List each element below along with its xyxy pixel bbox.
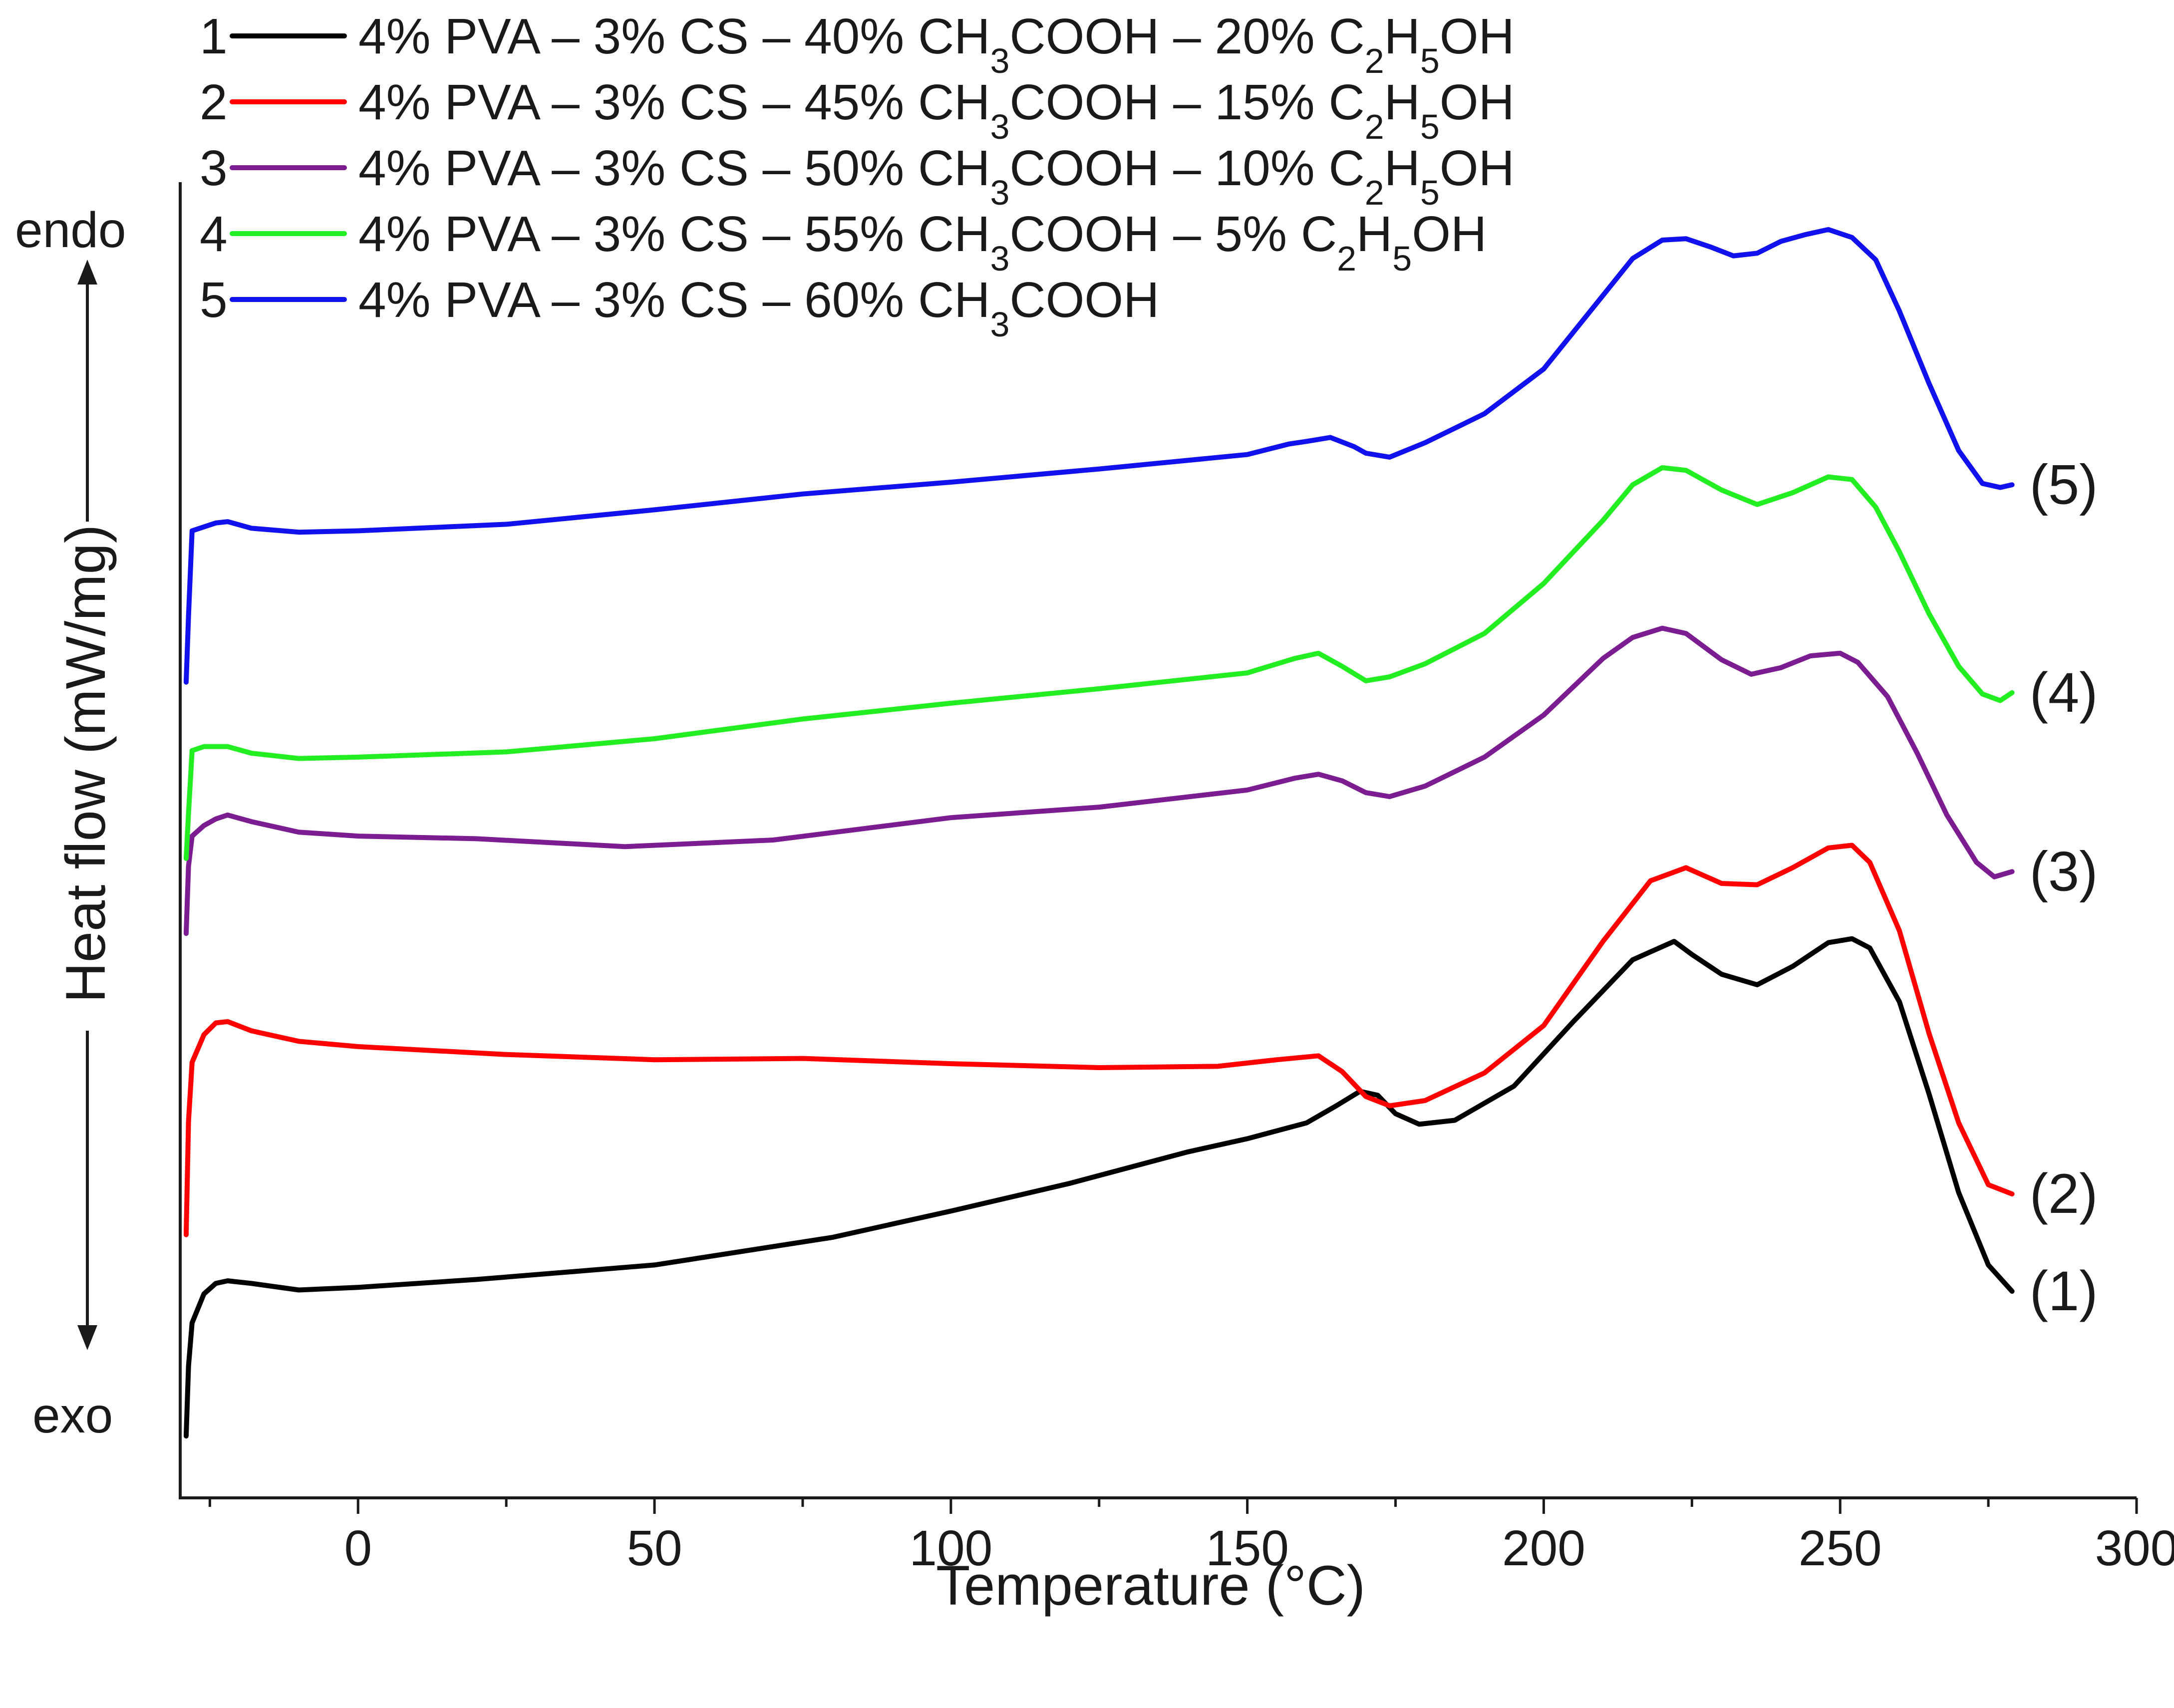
legend-label-2: 4% PVA – 3% CS – 45% CH3COOH – 15% C2H5O… [358, 74, 1515, 146]
curve-label-1: (1) [2030, 1260, 2098, 1322]
x-tick-label: 200 [1502, 1520, 1585, 1576]
legend-label-4: 4% PVA – 3% CS – 55% CH3COOH – 5% C2H5OH [358, 206, 1487, 278]
curve-label-4: (4) [2030, 661, 2098, 724]
x-tick-label: 50 [626, 1520, 682, 1576]
curve-label-5: (5) [2030, 453, 2098, 516]
endo-arrowhead [77, 260, 97, 285]
legend-index-5: 5 [200, 272, 228, 328]
series-line-5 [183, 227, 2015, 685]
x-axis-title: Temperature (°C) [936, 1554, 1365, 1617]
curve-labels: (1) (2) (3) (4) (5) [2030, 453, 2098, 1322]
series-lines [183, 227, 2015, 1439]
endo-label: endo [15, 202, 126, 258]
x-tick-label: 250 [1799, 1520, 1882, 1576]
series-line-3 [183, 625, 2015, 936]
legend-label-1: 4% PVA – 3% CS – 40% CH3COOH – 20% C2H5O… [358, 8, 1515, 80]
exo-arrowhead [77, 1325, 97, 1350]
legend-label-3: 4% PVA – 3% CS – 50% CH3COOH – 10% C2H5O… [358, 140, 1515, 212]
x-tick-label: 0 [344, 1520, 372, 1576]
x-tick-label: 300 [2095, 1520, 2174, 1576]
series-line-1 [183, 936, 2015, 1439]
legend-index-2: 2 [200, 74, 228, 130]
legend-label-5: 4% PVA – 3% CS – 60% CH3COOH [358, 272, 1159, 344]
legend-index-4: 4 [200, 206, 228, 262]
legend-index-1: 1 [200, 8, 228, 64]
series-line-4 [183, 465, 2015, 861]
exo-label: exo [32, 1388, 113, 1443]
y-axis-title-group: Heat flow (mW/mg) [54, 260, 117, 1350]
legend: 1 4% PVA – 3% CS – 40% CH3COOH – 20% C2H5… [200, 8, 1515, 344]
series-line-2 [183, 843, 2015, 1237]
x-tick-label: 100 [909, 1520, 992, 1576]
y-axis-title: Heat flow (mW/mg) [54, 525, 117, 1003]
x-tick-label: 150 [1206, 1520, 1289, 1576]
legend-index-3: 3 [200, 140, 228, 196]
x-ticks: 0 50 100 150 200 250 300 [208, 1498, 2174, 1576]
curve-label-3: (3) [2030, 840, 2098, 902]
curve-label-2: (2) [2030, 1162, 2098, 1225]
